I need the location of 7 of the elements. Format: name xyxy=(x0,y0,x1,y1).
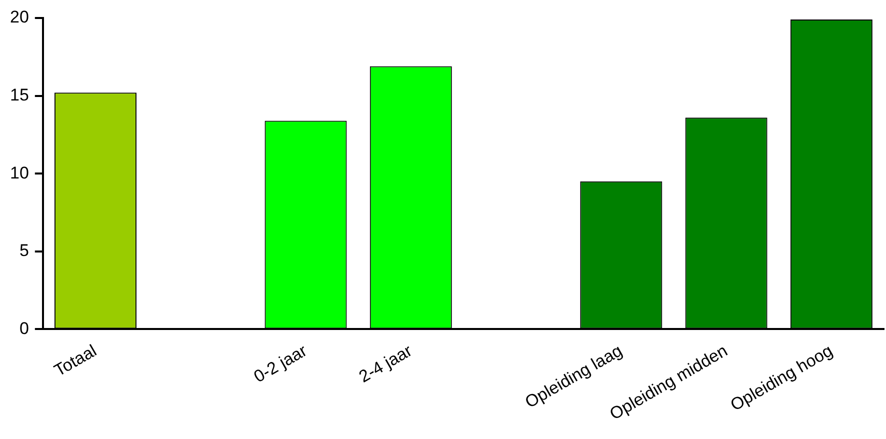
y-tick-label: 0 xyxy=(19,318,29,338)
x-tick-label: 0-2 jaar xyxy=(250,340,310,386)
y-tick-label: 15 xyxy=(10,85,29,104)
y-tick-label: 20 xyxy=(10,8,29,27)
y-tick-label: 10 xyxy=(10,163,29,182)
x-tick-label: 2-4 jaar xyxy=(356,340,416,386)
y-tick-label: 5 xyxy=(19,241,29,260)
